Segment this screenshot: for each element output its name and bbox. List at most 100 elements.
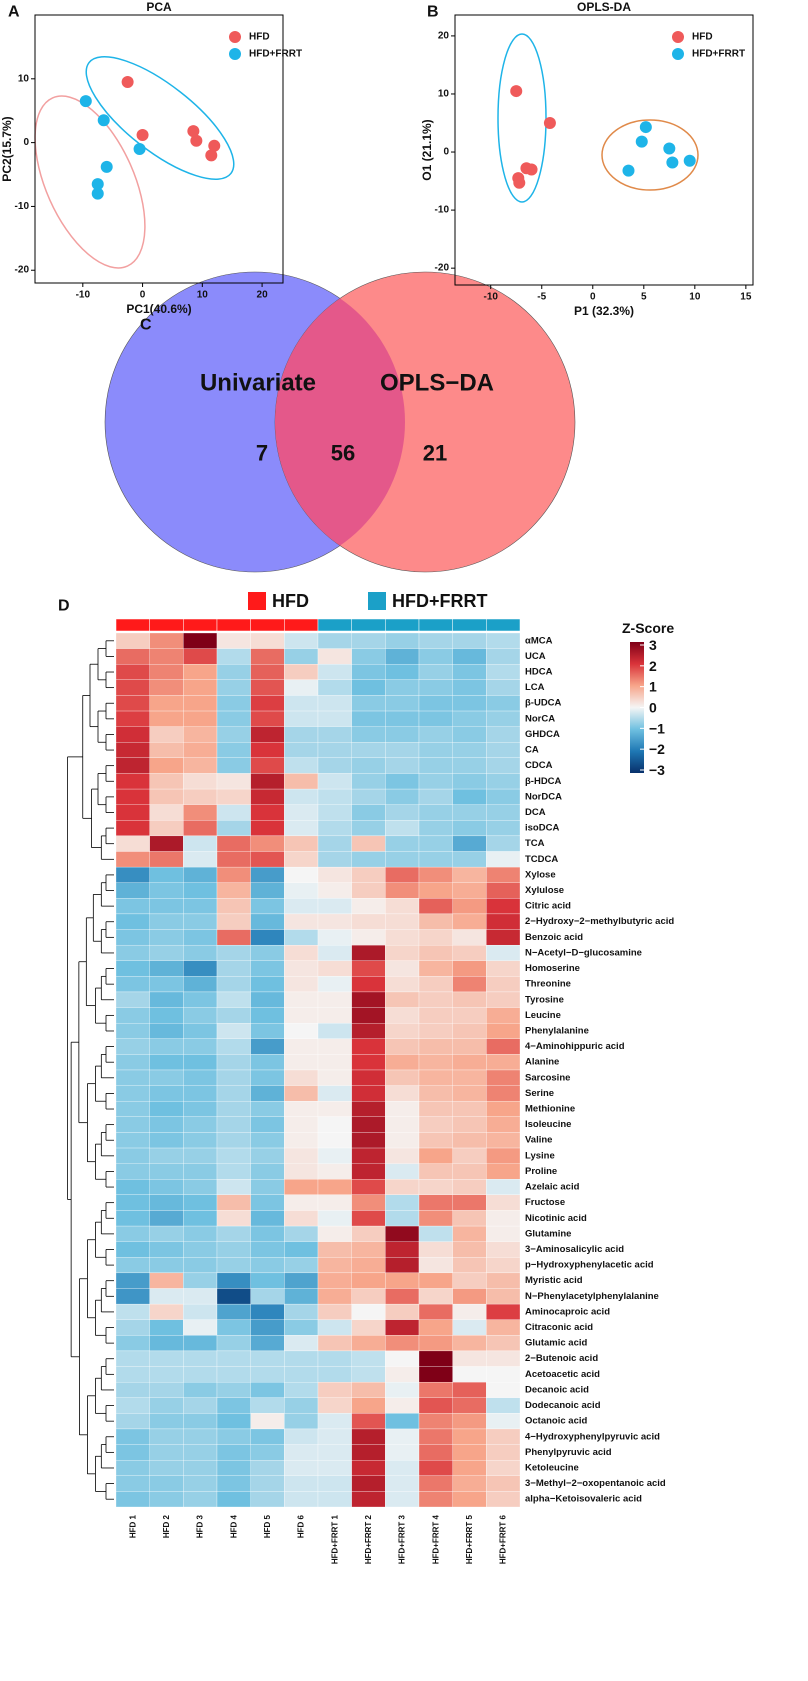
heatmap-cell [418,1179,453,1196]
heatmap-cell [115,1210,150,1227]
heatmap-cell [250,1319,285,1336]
heatmap-cell [250,648,285,665]
heatmap-cell [486,710,521,727]
heatmap-cell [183,664,218,680]
point [543,117,556,129]
heatmap-cell [149,1116,184,1133]
heatmap-cell [284,929,319,946]
heatmap-cell [418,1116,453,1133]
heatmap-cell [486,632,521,649]
heatmap-cell [183,1054,218,1071]
heatmap-cell [284,1491,319,1508]
heatmap-cell [486,679,521,696]
column-annotation [351,618,386,632]
heatmap-cell [149,664,184,680]
heatmap-cell [250,679,285,696]
heatmap-cell [452,1132,487,1149]
heatmap-cell [115,1194,150,1211]
heatmap-cell [149,710,184,727]
heatmap-cell [418,1335,453,1352]
heatmap-cell [284,1007,319,1024]
column-annotation [216,618,251,632]
heatmap-cell [183,1475,218,1492]
point [635,135,648,148]
heatmap-cell [149,976,184,993]
heatmap-cell [250,1007,285,1024]
heatmap-cell [250,664,285,680]
y-axis-title: PC2(15.7%) [0,116,14,181]
heatmap-cell [418,1272,453,1289]
heatmap-cell [486,991,521,1008]
heatmap-cell [452,1179,487,1196]
heatmap-cell [351,1303,386,1320]
heatmap-cell [284,742,319,759]
heatmap-cell [351,913,386,930]
heatmap-cell [351,1381,386,1398]
column-annotation [452,618,487,632]
heatmap-cell [486,1038,521,1055]
heatmap-cell [216,804,251,821]
heatmap-cell [351,1038,386,1055]
heatmap-cell [250,1257,285,1274]
panel-letter: D [58,598,70,615]
heatmap-cell [317,1381,352,1398]
heatmap-cell [385,1350,420,1367]
heatmap-cell [418,1101,453,1117]
heatmap-cell [183,1491,218,1508]
heatmap-cell [486,944,521,961]
heatmap-cell [385,648,420,665]
heatmap-cell [284,1335,319,1352]
heatmap-cell [115,882,150,899]
heatmap-cell [486,1054,521,1071]
heatmap-cell [452,648,487,665]
heatmap-cell [486,1163,521,1180]
row-label: 3−Methyl−2−oxopentanoic acid [525,1478,666,1489]
heatmap-cell [149,742,184,759]
heatmap-cell [183,1257,218,1274]
colorbar-tick-label: −3 [649,762,665,778]
column-annotation [418,618,453,632]
heatmap-cell [418,1085,453,1102]
heatmap-cell [115,1163,150,1180]
heatmap-cell [183,648,218,665]
heatmap-cell [250,726,285,743]
heatmap-cell [385,1428,420,1445]
heatmap-cell [149,1023,184,1039]
heatmap-cell [250,835,285,852]
confidence-ellipse [601,119,699,191]
heatmap-cell [149,1007,184,1024]
heatmap-cell [250,1101,285,1117]
heatmap-cell [183,773,218,790]
heatmap-cell [115,976,150,993]
row-label: Citraconic acid [525,1322,593,1333]
heatmap-cell [216,1147,251,1164]
heatmap-cell [216,726,251,743]
heatmap-cell [351,1085,386,1102]
heatmap-cell [216,695,251,712]
heatmap-cell [250,1397,285,1414]
heatmap-cell [149,820,184,837]
heatmap-cell [216,1007,251,1024]
row-label: NorDCA [525,791,562,802]
heatmap-cell [284,1428,319,1445]
heatmap-cell [216,757,251,774]
heatmap-cell [183,1179,218,1196]
column-label: HFD+FRRT 2 [364,1514,373,1564]
heatmap-cell [452,944,487,961]
heatmap-cell [284,1475,319,1492]
heatmap-cell [250,1023,285,1039]
heatmap-cell [216,1179,251,1196]
heatmap-cell [351,820,386,837]
heatmap-cell [418,1054,453,1071]
heatmap-cell [418,1023,453,1039]
heatmap-cell [452,851,487,868]
heatmap-cell [351,866,386,883]
heatmap-cell [183,1101,218,1117]
heatmap-cell [149,1460,184,1476]
heatmap-cell [216,882,251,899]
heatmap-cell [216,866,251,883]
heatmap-cell [183,976,218,993]
heatmap-cell [452,773,487,790]
heatmap-cell [317,898,352,915]
